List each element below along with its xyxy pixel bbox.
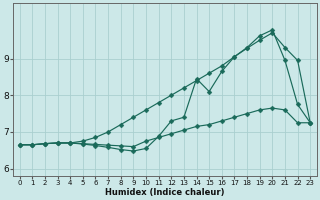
X-axis label: Humidex (Indice chaleur): Humidex (Indice chaleur) — [105, 188, 225, 197]
